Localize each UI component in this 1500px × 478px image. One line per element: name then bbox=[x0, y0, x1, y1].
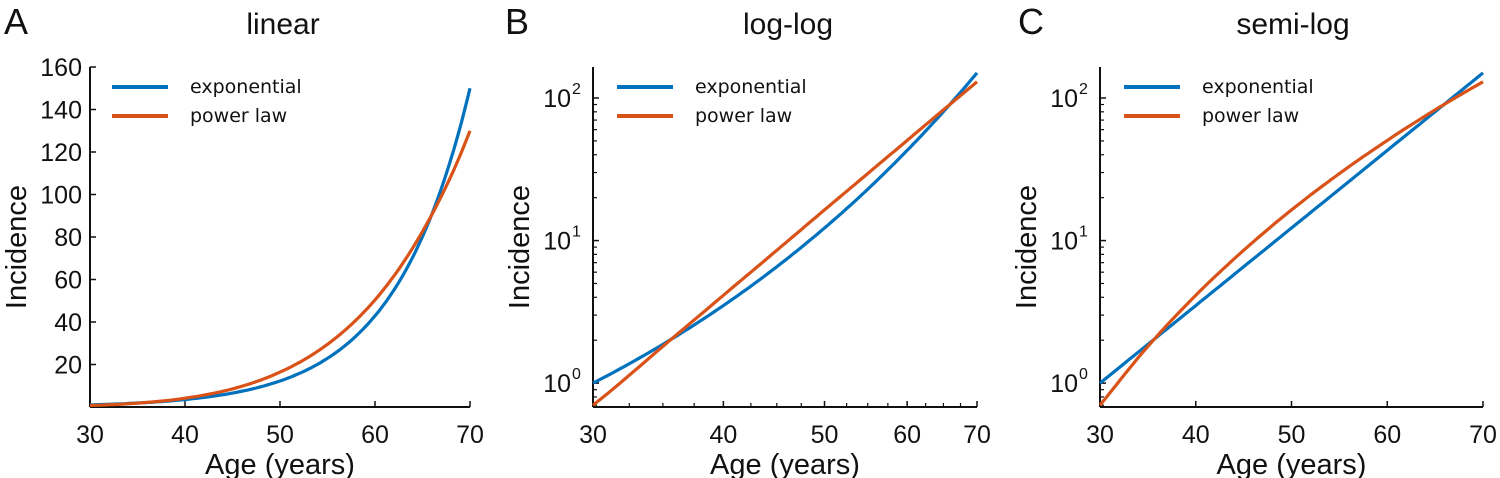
legend-label: power law bbox=[190, 105, 287, 127]
y-tick-exponent: 1 bbox=[1079, 224, 1088, 241]
panel-letter: B bbox=[505, 1, 529, 42]
x-tick-label: 50 bbox=[1278, 421, 1306, 449]
x-axis-label: Age (years) bbox=[710, 449, 860, 478]
y-tick-label: 10 bbox=[543, 85, 571, 113]
panel-title: log-log bbox=[743, 8, 833, 41]
x-tick-label: 70 bbox=[456, 421, 484, 449]
x-tick-label: 30 bbox=[579, 421, 607, 449]
panel-letter: A bbox=[4, 1, 28, 42]
y-tick-label: 160 bbox=[40, 54, 82, 82]
x-axis-label: Age (years) bbox=[205, 449, 355, 478]
legend-label: power law bbox=[695, 105, 792, 127]
x-tick-label: 50 bbox=[266, 421, 294, 449]
x-tick-label: 70 bbox=[963, 421, 991, 449]
x-tick-label: 30 bbox=[76, 421, 104, 449]
y-tick-label: 10 bbox=[543, 228, 571, 256]
legend-label: exponential bbox=[695, 76, 807, 98]
legend: exponential power law bbox=[617, 76, 807, 127]
y-axis-label: Incidence bbox=[1, 185, 33, 309]
series-line-power-law bbox=[1098, 80, 1484, 407]
x-tick-label: 60 bbox=[361, 421, 389, 449]
y-tick-label: 60 bbox=[54, 267, 82, 295]
y-tick-label: 10 bbox=[1050, 228, 1078, 256]
y-tick-label: 20 bbox=[54, 352, 82, 380]
y-tick-label: 40 bbox=[54, 309, 82, 337]
series-line-power-law bbox=[591, 80, 979, 407]
y-tick-exponent: 0 bbox=[572, 366, 581, 383]
y-tick-label: 100 bbox=[40, 182, 82, 210]
panel-title: linear bbox=[246, 8, 319, 41]
y-tick-label: 10 bbox=[543, 370, 571, 398]
y-tick-exponent: 2 bbox=[1079, 81, 1088, 98]
y-tick-label: 80 bbox=[54, 224, 82, 252]
y-tick-label: 10 bbox=[1050, 370, 1078, 398]
legend-label: power law bbox=[1202, 105, 1299, 127]
legend-label: exponential bbox=[190, 76, 302, 98]
y-tick-exponent: 0 bbox=[1079, 366, 1088, 383]
y-axis-label: Incidence bbox=[504, 185, 536, 309]
x-tick-label: 70 bbox=[1469, 421, 1497, 449]
series-line-power-law bbox=[89, 130, 472, 408]
series-line-exponential bbox=[1099, 71, 1485, 385]
y-axis-label: Incidence bbox=[1011, 185, 1043, 309]
x-tick-label: 40 bbox=[171, 421, 199, 449]
y-tick-label: 120 bbox=[40, 139, 82, 167]
y-tick-label: 140 bbox=[40, 97, 82, 125]
x-tick-label: 30 bbox=[1086, 421, 1114, 449]
legend: exponential power law bbox=[112, 76, 302, 127]
legend-label: exponential bbox=[1202, 76, 1314, 98]
panel-title: semi-log bbox=[1236, 8, 1349, 41]
y-tick-label: 10 bbox=[1050, 85, 1078, 113]
y-tick-exponent: 1 bbox=[572, 224, 581, 241]
x-axis-label: Age (years) bbox=[1217, 449, 1367, 478]
y-tick-exponent: 2 bbox=[572, 81, 581, 98]
x-tick-label: 40 bbox=[1182, 421, 1210, 449]
series-line-exponential bbox=[592, 71, 979, 385]
panel-letter: C bbox=[1018, 1, 1044, 42]
x-tick-label: 60 bbox=[1373, 421, 1401, 449]
x-tick-label: 40 bbox=[709, 421, 737, 449]
legend: exponential power law bbox=[1124, 76, 1314, 127]
x-tick-label: 60 bbox=[893, 421, 921, 449]
x-tick-label: 50 bbox=[811, 421, 839, 449]
